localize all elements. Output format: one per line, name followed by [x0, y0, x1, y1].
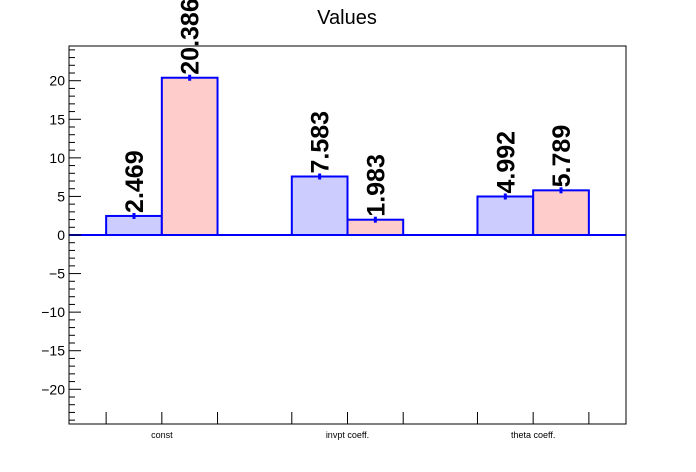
y-tick-label: −20 — [41, 381, 65, 397]
bar — [532, 189, 590, 236]
data-label: 5.789 — [548, 125, 576, 188]
bar — [476, 195, 535, 236]
data-labels-layer: 2.469 7.583 4.992 20.386 1.983 5.789 — [121, 0, 576, 217]
x-category-label: const — [151, 430, 173, 440]
y-tick-label: 5 — [57, 188, 65, 204]
data-label: 1.983 — [362, 154, 390, 217]
y-tick-label: 15 — [49, 111, 65, 127]
x-category-label: theta coeff. — [511, 430, 555, 440]
chart-title: Values — [317, 7, 377, 29]
y-tick-label: −5 — [49, 266, 65, 282]
y-tick-label: −10 — [41, 304, 65, 320]
bar — [290, 175, 349, 237]
bar — [160, 76, 219, 236]
y-tick-label: 20 — [49, 73, 65, 89]
y-tick-label: 10 — [49, 150, 65, 166]
data-label: 7.583 — [307, 111, 335, 174]
y-tick-label: −15 — [41, 343, 65, 359]
data-label: 2.469 — [121, 150, 149, 213]
x-category-label: invpt coeff. — [326, 430, 369, 440]
axes-layer: −20 −15 −10 −5 0 5 10 15 20 const invpt coeff. thet… — [41, 45, 627, 440]
data-label: 4.992 — [492, 131, 520, 194]
y-tick-label: 0 — [57, 227, 65, 243]
data-label: 20.386 — [177, 0, 205, 75]
